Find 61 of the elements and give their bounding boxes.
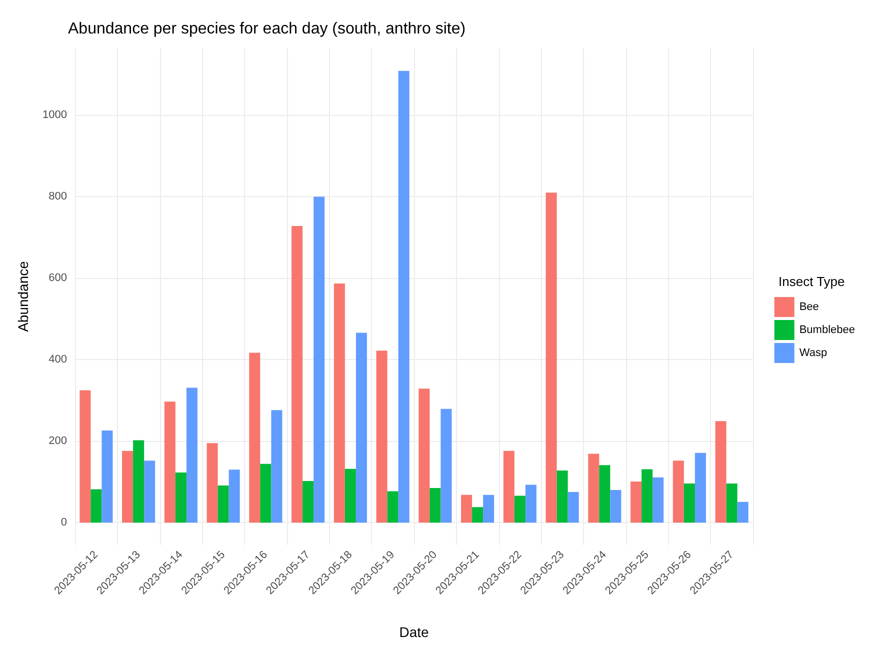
bar: [302, 481, 314, 523]
bar: [292, 226, 303, 523]
y-tick-label: 400: [48, 354, 67, 366]
y-tick-label: 200: [48, 435, 67, 448]
y-tick-label: 0: [60, 516, 67, 529]
y-tick-label: 1000: [42, 109, 67, 122]
legend-label: Bumblebee: [799, 324, 856, 336]
bar: [525, 484, 536, 523]
legend-title: Insect Type: [778, 274, 845, 289]
bar: [175, 472, 186, 523]
bar: [440, 408, 452, 523]
bar: [133, 440, 144, 523]
bar: [186, 388, 198, 523]
bar: [599, 465, 610, 523]
bar: [503, 450, 514, 523]
bar: [610, 490, 622, 523]
legend-label: Wasp: [799, 347, 828, 359]
bar: [514, 496, 526, 523]
x-axis-title: Date: [399, 624, 429, 640]
bar: [568, 492, 579, 523]
bar: [472, 507, 484, 523]
bar: [344, 468, 356, 523]
bar: [387, 491, 398, 523]
y-tick-label: 800: [48, 190, 67, 203]
bar: [652, 477, 664, 523]
chart-title: Abundance per species for each day (south, anthro site): [68, 20, 466, 38]
bar: [144, 460, 156, 523]
bar: [102, 430, 113, 523]
bar: [164, 402, 176, 523]
bar: [588, 454, 600, 523]
bar: [206, 443, 218, 523]
bar: [122, 450, 134, 523]
bar: [260, 464, 272, 523]
bar: [218, 486, 229, 523]
bar: [228, 470, 240, 523]
bar: [630, 481, 642, 523]
bar: [430, 488, 441, 523]
bar: [80, 390, 91, 523]
bar: [737, 502, 748, 523]
bar: [684, 483, 695, 523]
bar: [694, 452, 706, 523]
bar: [546, 192, 557, 523]
bar: [398, 70, 410, 523]
legend-label: Bee: [799, 301, 819, 313]
bar: [356, 332, 367, 523]
y-axis-title: Abundance: [15, 260, 31, 332]
bar: [376, 350, 388, 523]
bar: [418, 388, 430, 523]
bar: [334, 283, 345, 523]
bar: [90, 489, 102, 523]
bar: [461, 494, 472, 523]
bar: [249, 352, 260, 523]
bar: [483, 494, 494, 523]
bar: [271, 410, 282, 523]
bar: [672, 460, 684, 523]
bar: [556, 470, 568, 523]
bar: [726, 483, 738, 523]
bar: [715, 421, 726, 523]
y-tick-label: 600: [48, 272, 67, 284]
bar: [314, 196, 325, 523]
bar: [642, 469, 653, 523]
